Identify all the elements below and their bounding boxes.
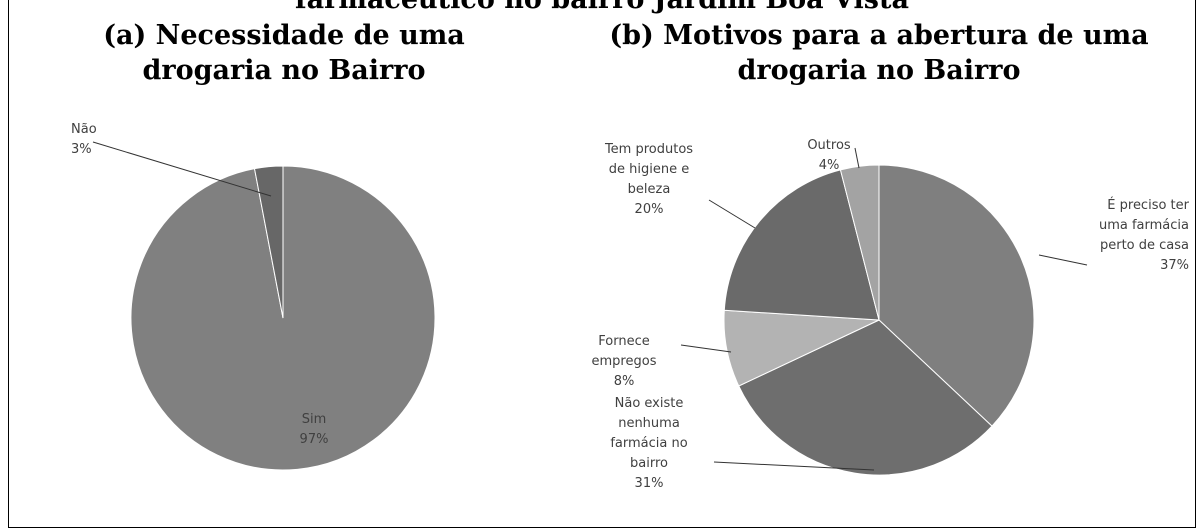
pie-slice: [738, 319, 993, 476]
leader-line: [708, 199, 756, 229]
leader-line: [92, 141, 272, 197]
category-label: Sim: [301, 412, 327, 427]
chart-title: (b) Motivos para a abertura de uma droga…: [609, 20, 1149, 86]
pie-slice: [878, 164, 1035, 427]
data-label: Tem produtos de higiene e beleza 20%: [589, 140, 709, 220]
value-label: 37%: [1160, 258, 1189, 273]
heading: farmacêutico no bairro Jardim Boa Vista: [9, 0, 1195, 15]
leader-line: [1038, 254, 1088, 266]
category-label: Não: [71, 122, 97, 137]
value-label: 8%: [613, 374, 635, 389]
value-label: 3%: [71, 142, 92, 157]
value-label: 31%: [634, 476, 664, 491]
data-label: Sim 97%: [279, 410, 349, 450]
chart-frame: farmacêutico no bairro Jardim Boa Vista …: [8, 0, 1196, 528]
category-label: Outros: [807, 138, 851, 153]
value-label: 20%: [634, 202, 664, 217]
pie-slice: [253, 165, 284, 319]
leader-line: [680, 344, 732, 353]
category-label: Não existe nenhuma farmácia no bairro: [610, 396, 688, 471]
data-label: É preciso ter uma farmácia perto de casa…: [1069, 196, 1189, 276]
data-label: Não existe nenhuma farmácia no bairro 31%: [589, 394, 709, 494]
category-label: É preciso ter uma farmácia perto de casa: [1098, 198, 1189, 253]
pie-slice: [723, 169, 880, 321]
chart: [92, 141, 1088, 476]
category-label: Tem produtos de higiene e beleza: [604, 142, 694, 197]
leader-line: [713, 461, 875, 471]
data-label: Outros 4%: [789, 136, 869, 176]
value-label: 4%: [818, 158, 840, 173]
data-label: Fornece empregos 8%: [569, 332, 679, 392]
pie-slice: [839, 164, 880, 321]
data-label: Não 3%: [71, 120, 97, 160]
category-label: Fornece empregos: [591, 334, 657, 369]
value-label: 97%: [299, 432, 329, 447]
chart-title: (a) Necessidade de uma drogaria no Bairr…: [103, 20, 465, 86]
leader-line: [854, 147, 860, 169]
